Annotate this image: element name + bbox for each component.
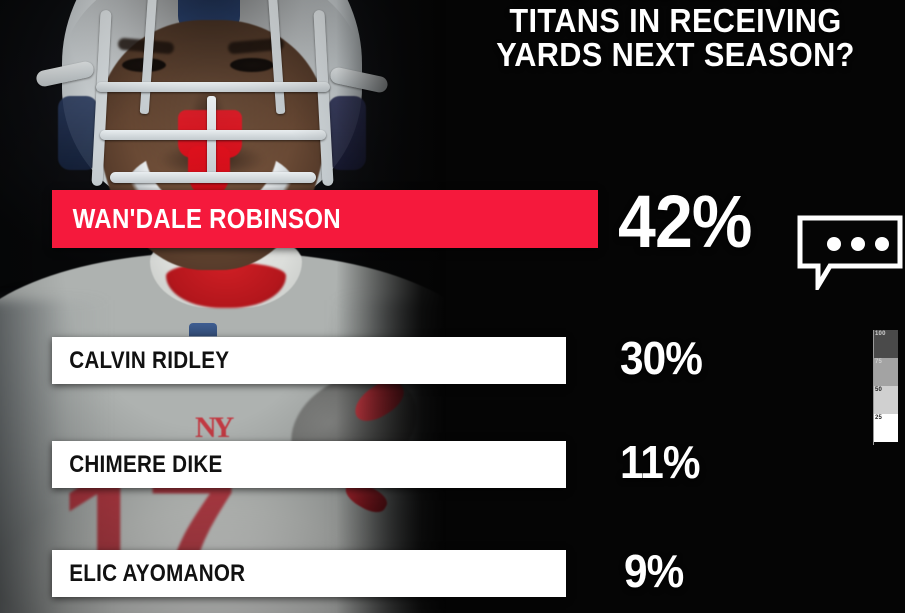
poll-option-label: WAN'DALE ROBINSON <box>72 203 341 234</box>
facemask-bar <box>100 130 326 140</box>
poll-option-label: CHIMERE DIKE <box>69 450 223 478</box>
legend-tick-label: 25 <box>875 415 883 421</box>
facemask-bar <box>96 82 330 92</box>
legend-swatch <box>874 330 898 358</box>
poll-bar[interactable]: CHIMERE DIKE <box>52 441 566 488</box>
legend-swatch <box>874 358 898 386</box>
poll-option-percent: 9% <box>624 545 684 597</box>
poll-option-percent: 30% <box>620 332 703 384</box>
poll-option-percent: 42% <box>618 180 752 263</box>
poll-bar-leading[interactable]: WAN'DALE ROBINSON <box>52 190 598 248</box>
poll-bar[interactable]: CALVIN RIDLEY <box>52 337 566 384</box>
player-photo: 17 NY <box>0 0 446 613</box>
headline-line-2: TITANS IN RECEIVING <box>509 2 842 39</box>
photo-fade-to-black <box>336 0 446 613</box>
page-title: WHO WILL LEAD THE TITANS IN RECEIVING YA… <box>462 0 889 72</box>
poll-option-percent: 11% <box>620 436 701 488</box>
team-logo-icon: NY <box>195 412 241 446</box>
legend-swatch <box>874 386 898 414</box>
facemask-bar <box>110 172 316 183</box>
poll-bar[interactable]: ELIC AYOMANOR <box>52 550 566 597</box>
legend-tick-label: 100 <box>875 331 886 337</box>
headline-line-1: WHO WILL LEAD THE <box>462 0 889 4</box>
speech-bubble-svg <box>797 215 903 290</box>
grayscale-legend[interactable]: 100 75 50 25 <box>873 330 898 445</box>
legend-swatch <box>874 414 898 442</box>
poll-option-label: ELIC AYOMANOR <box>69 559 246 587</box>
legend-tick-label: 50 <box>875 387 883 393</box>
speech-bubble-dots-icon[interactable] <box>796 214 904 290</box>
poll-option-label: CALVIN RIDLEY <box>69 346 230 374</box>
legend-tick-label: 75 <box>875 359 883 365</box>
headline-line-3: YARDS NEXT SEASON? <box>496 36 855 73</box>
